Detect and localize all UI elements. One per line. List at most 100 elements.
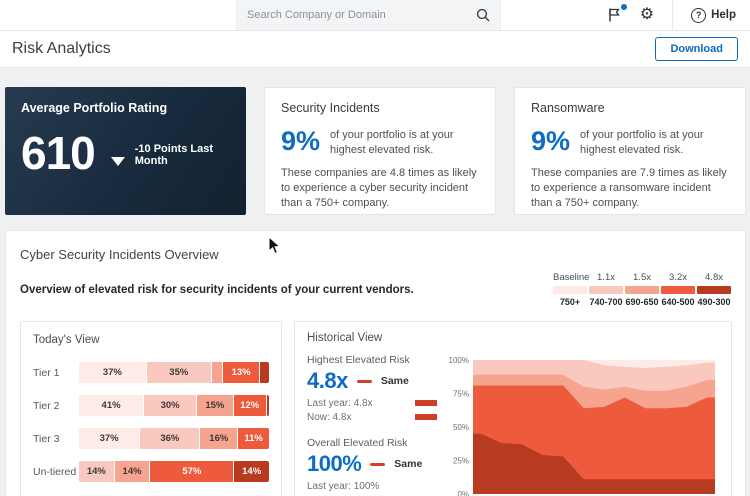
help-button[interactable]: ? Help xyxy=(691,7,736,23)
stat-now-row: Now: 4.8x xyxy=(307,411,441,423)
ransomware-stat: 9% of your portfolio is at your highest … xyxy=(531,128,729,158)
trend-dash-icon xyxy=(370,462,386,466)
page-titlebar: Risk Analytics Download xyxy=(0,31,750,68)
stat-last-year-row: Last year: 4.8x xyxy=(307,397,441,409)
bar-segment[interactable]: 35% xyxy=(146,362,211,383)
y-axis-tick: 75% xyxy=(453,390,469,399)
ransomware-percent-desc: of your portfolio is at your highest ele… xyxy=(580,129,704,156)
rating-score-row: 610 -10 Points Last Month xyxy=(21,130,230,176)
historical-view-title: Historical View xyxy=(307,332,383,344)
tier-label: Tier 2 xyxy=(33,399,60,412)
security-incidents-percent-desc: of your portfolio is at your highest ele… xyxy=(330,129,454,156)
historical-area-chart[interactable]: 0%25%50%75%100%DecJanFebMarAprMayJunJulA… xyxy=(447,354,719,496)
highest-elevated-risk-stat: Highest Elevated Risk 4.8x Same Last yea… xyxy=(307,354,441,423)
average-portfolio-rating-card: Average Portfolio Rating 610 -10 Points … xyxy=(5,87,246,215)
now-bar xyxy=(415,414,437,420)
tier-bar-row: Un-tiered 14% 14% 57% 14% xyxy=(33,461,269,482)
bar-segment[interactable]: 57% xyxy=(150,461,234,482)
bar-segment[interactable]: 16% xyxy=(200,428,238,449)
bar-segment[interactable]: 30% xyxy=(144,395,197,416)
page-content: Average Portfolio Rating 610 -10 Points … xyxy=(0,68,750,496)
download-button[interactable]: Download xyxy=(655,37,738,61)
trend-down-icon xyxy=(110,157,125,167)
tier-label: Tier 3 xyxy=(33,432,60,445)
tier-bar-row: Tier 2 41% 30% 15% 12% xyxy=(33,395,269,416)
bar-segment[interactable]: 36% xyxy=(140,428,200,449)
stat-last-year: Last year: 4.8x xyxy=(307,397,373,409)
bar-segment[interactable]: 13% xyxy=(223,362,259,383)
search-input[interactable]: Search Company or Domain xyxy=(236,0,501,30)
overview-subrow: Overview of elevated risk for security i… xyxy=(20,272,731,307)
legend-item: Baseline 750+ xyxy=(553,272,590,307)
search-placeholder: Search Company or Domain xyxy=(247,9,386,21)
legend-item: 4.8x 490-300 xyxy=(697,272,731,307)
bar-segment[interactable]: 14% xyxy=(79,461,114,482)
last-year-bar xyxy=(415,400,437,406)
stat-value: 100% xyxy=(307,451,362,476)
stat-value-row: 100% Same xyxy=(307,451,441,477)
bar-segment[interactable]: 14% xyxy=(114,461,150,482)
stat-now: Now: 4.8x xyxy=(307,411,352,423)
stat-label: Overall Elevated Risk xyxy=(307,437,408,449)
help-question-icon: ? xyxy=(691,7,707,23)
bar-segment[interactable]: 14% xyxy=(234,461,269,482)
flag-icon[interactable] xyxy=(607,4,627,23)
bar-segment[interactable] xyxy=(266,395,269,416)
trend-dash-icon xyxy=(356,379,372,383)
score-delta: -10 Points Last Month xyxy=(134,143,213,168)
historical-content: Highest Elevated Risk 4.8x Same Last yea… xyxy=(307,354,719,496)
bar-segment[interactable] xyxy=(211,362,223,383)
y-axis-tick: 25% xyxy=(453,457,469,466)
historical-view-panel: Historical View Highest Elevated Risk 4.… xyxy=(294,321,732,496)
historical-stats: Highest Elevated Risk 4.8x Same Last yea… xyxy=(307,354,441,496)
stat-trend: Same xyxy=(394,458,423,470)
ransomware-title: Ransomware xyxy=(531,101,605,115)
security-incidents-body: These companies are 4.8 times as likely … xyxy=(281,166,477,210)
bar-segment[interactable]: 11% xyxy=(238,428,269,449)
legend-item: 1.5x 690-650 xyxy=(625,272,659,307)
stat-last-year-row: Last year: 100% xyxy=(307,480,441,492)
notification-dot xyxy=(620,4,627,10)
ransomware-percent: 9% xyxy=(531,126,571,156)
bar-segment[interactable]: 15% xyxy=(197,395,233,416)
ransomware-body: These companies are 7.9 times as likely … xyxy=(531,166,727,210)
stat-last-year: Last year: 100% xyxy=(307,480,380,492)
y-axis-tick: 0% xyxy=(457,490,469,496)
legend-item: 1.1x 740-700 xyxy=(589,272,623,307)
stat-value: 4.8x xyxy=(307,368,348,393)
page-title: Risk Analytics xyxy=(12,40,111,57)
security-incidents-stat: 9% of your portfolio is at your highest … xyxy=(281,128,479,158)
risk-legend: Baseline 750+ 1.1x 740-700 1.5x 690-650 3.2x 64… xyxy=(553,272,731,307)
security-incidents-percent: 9% xyxy=(281,126,321,156)
topbar-icons: ⚙ ? Help xyxy=(607,0,750,30)
tier-bar-row: Tier 1 37% 35% 13% xyxy=(33,362,270,383)
gear-icon[interactable]: ⚙ xyxy=(639,6,655,23)
overall-elevated-risk-stat: Overall Elevated Risk 100% Same Last yea… xyxy=(307,437,441,496)
tier-bar-row: Tier 3 37% 36% 16% 11% xyxy=(33,428,269,449)
stat-label: Highest Elevated Risk xyxy=(307,354,410,366)
stat-trend: Same xyxy=(380,375,409,387)
y-axis-tick: 100% xyxy=(449,356,469,365)
todays-view-panel: Today's View Tier 1 37% 35% 13% Tier 2 41% 30%… xyxy=(20,321,282,496)
overview-title: Cyber Security Incidents Overview xyxy=(20,247,219,262)
help-label: Help xyxy=(711,9,736,21)
bar-segment[interactable]: 37% xyxy=(79,362,146,383)
stat-now: Now: 100% xyxy=(307,495,358,496)
tier-label: Tier 1 xyxy=(33,366,60,379)
summary-cards-row: Average Portfolio Rating 610 -10 Points … xyxy=(5,87,746,215)
security-incidents-title: Security Incidents xyxy=(281,101,380,115)
tier-label: Un-tiered xyxy=(33,465,77,478)
overview-charts-row: Today's View Tier 1 37% 35% 13% Tier 2 41% 30%… xyxy=(20,321,732,496)
topbar-divider xyxy=(672,0,674,30)
search-icon[interactable] xyxy=(476,8,490,22)
stat-value-row: 4.8x Same xyxy=(307,368,441,394)
area-band-4.8x xyxy=(473,433,715,494)
top-navbar: Search Company or Domain ⚙ ? Help xyxy=(0,0,750,31)
bar-segment[interactable]: 12% xyxy=(233,395,266,416)
bar-segment[interactable]: 41% xyxy=(79,395,144,416)
bar-segment[interactable]: 37% xyxy=(79,428,140,449)
bar-segment[interactable] xyxy=(259,362,270,383)
overview-subtitle: Overview of elevated risk for security i… xyxy=(20,283,414,296)
stat-now-row: Now: 100% xyxy=(307,495,441,496)
